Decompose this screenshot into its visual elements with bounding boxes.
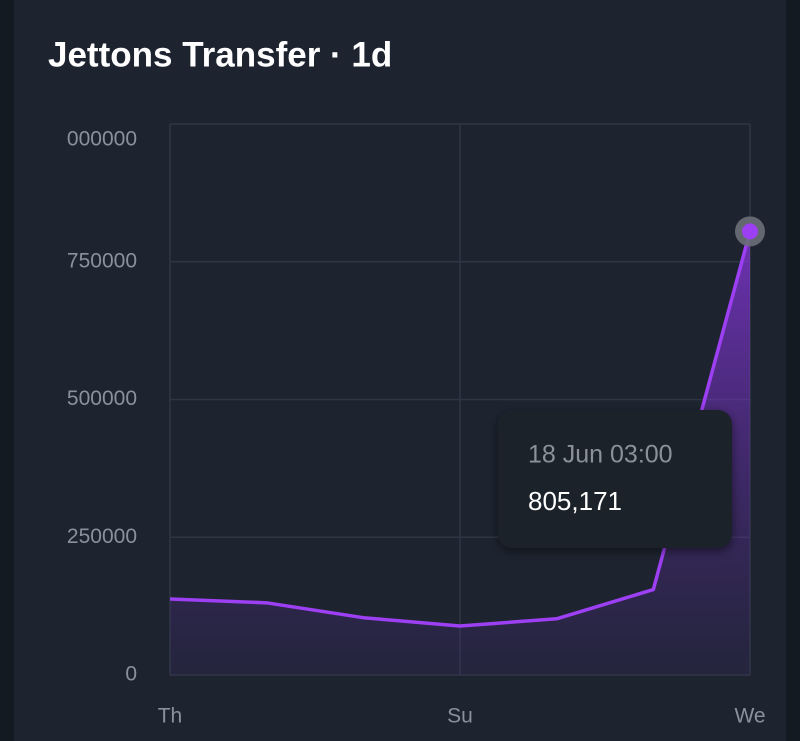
tooltip-value: 805,171 (528, 486, 622, 516)
y-tick-label: 000000 (67, 128, 137, 151)
x-tick-label: Su (447, 705, 473, 728)
chart-title: Jettons Transfer · 1d (48, 35, 392, 74)
line (169, 230, 752, 628)
y-tick-label: 500000 (67, 387, 137, 410)
tooltip-title: 18 Jun 03:00 (528, 441, 673, 469)
tooltip-box (498, 410, 732, 548)
active-point (742, 223, 758, 240)
y-tick-label: 0 (125, 663, 137, 686)
area (170, 231, 750, 676)
y-tick-label: 250000 (67, 525, 137, 548)
x-tick-label: We (734, 705, 765, 728)
tooltip: 18 Jun 03:00 805,171 (498, 410, 732, 548)
x-tick-label: Th (158, 705, 183, 728)
y-tick-label: 750000 (67, 249, 137, 272)
